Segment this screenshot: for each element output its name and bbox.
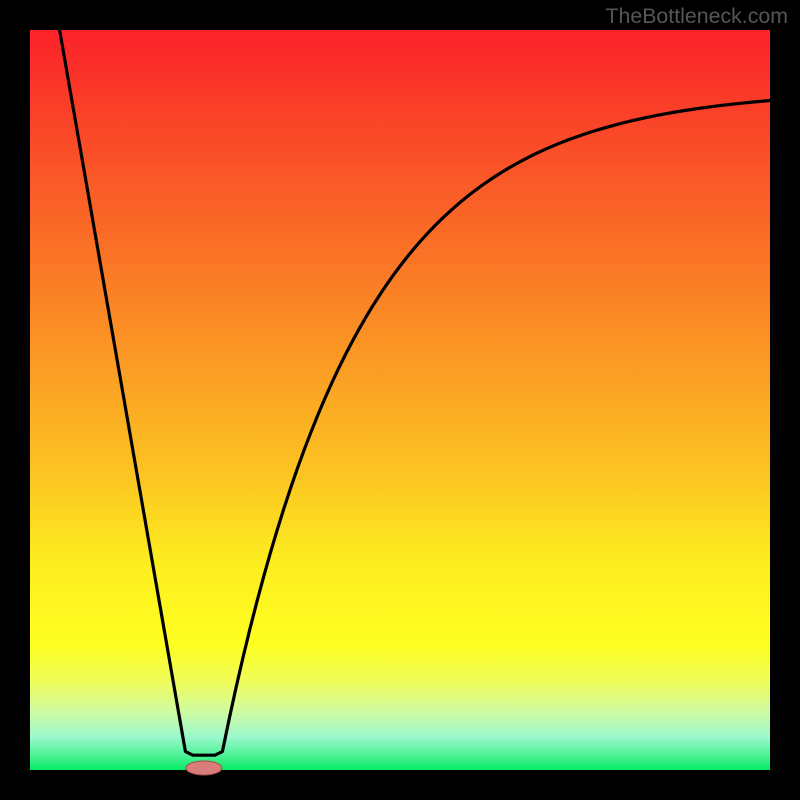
chart-svg — [0, 0, 800, 800]
chart-container: TheBottleneck.com — [0, 0, 800, 800]
